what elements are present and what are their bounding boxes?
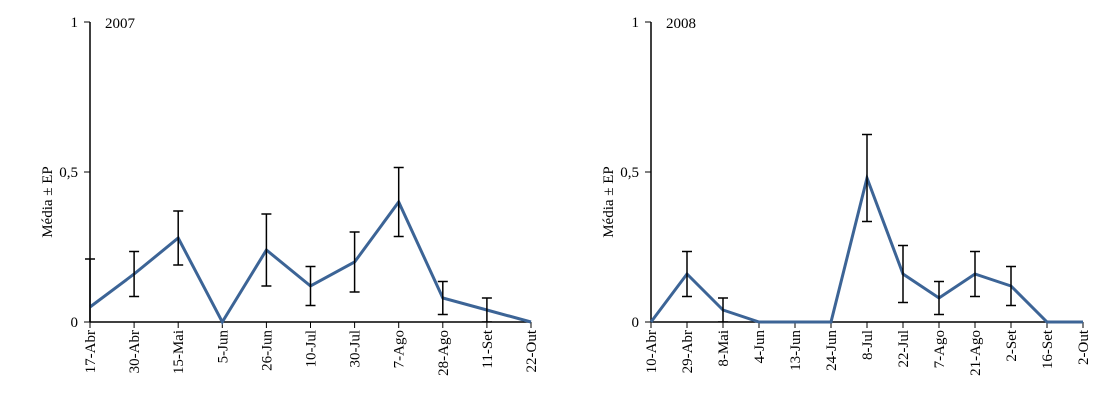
x-tick-label: 17-Abr — [83, 330, 99, 373]
x-tick-label: 10-Jul — [304, 330, 320, 368]
x-tick-label: 30-Jul — [348, 330, 364, 368]
y-tick-label: 0 — [71, 315, 79, 331]
error-bar — [970, 250, 980, 298]
error-bar — [1006, 265, 1016, 307]
y-tick-label: 0,5 — [59, 165, 78, 181]
x-tick-label: 7-Ago — [932, 330, 948, 368]
x-tick-label: 29-Abr — [680, 330, 696, 373]
x-tick-label: 11-Set — [480, 329, 496, 368]
y-axis-label: Média ± EP — [601, 166, 617, 238]
error-bar — [393, 166, 404, 238]
x-tick-label: 7-Ago — [392, 330, 408, 368]
x-tick-label: 2-Out — [1076, 329, 1092, 365]
x-tick-label: 10-Abr — [644, 330, 660, 373]
x-tick-label: 21-Ago — [968, 330, 984, 376]
x-tick-label: 2-Set — [1004, 329, 1020, 361]
error-bar — [898, 244, 908, 304]
x-tick-label: 24-Jun — [824, 330, 840, 371]
annotation: 2007 — [105, 16, 136, 32]
x-tick-label: 15-Mai — [171, 330, 187, 374]
x-tick-label: 30-Abr — [127, 330, 143, 373]
x-tick-label: 13-Jun — [788, 330, 804, 371]
error-bar — [349, 231, 360, 293]
error-bar — [173, 210, 184, 266]
x-tick-label: 28-Ago — [436, 330, 452, 376]
error-bar — [261, 213, 272, 287]
error-bar — [718, 297, 728, 322]
y-tick-label: 0,5 — [620, 165, 639, 181]
x-tick-label: 5-Jun — [215, 330, 231, 364]
x-tick-label: 16-Set — [1040, 329, 1056, 369]
x-tick-label: 4-Jun — [752, 330, 768, 364]
x-tick-label: 8-Jul — [860, 330, 876, 360]
error-bar — [305, 265, 316, 307]
error-bar — [85, 258, 95, 322]
annotation: 2008 — [666, 16, 696, 32]
y-axis-label: Média ± EP — [40, 166, 56, 238]
y-tick-label: 1 — [71, 15, 79, 31]
x-tick-label: 8-Mai — [716, 330, 732, 367]
error-bar — [437, 280, 448, 316]
error-bar — [481, 297, 492, 322]
error-bar — [934, 280, 944, 316]
x-tick-label: 26-Jun — [259, 330, 275, 371]
x-tick-label: 22-Out — [524, 329, 540, 372]
error-bar — [682, 250, 692, 298]
error-bar — [129, 250, 140, 298]
error-bar — [862, 133, 872, 223]
y-tick-label: 0 — [632, 315, 640, 331]
y-tick-label: 1 — [632, 15, 640, 31]
x-tick-label: 22-Jul — [896, 330, 912, 368]
